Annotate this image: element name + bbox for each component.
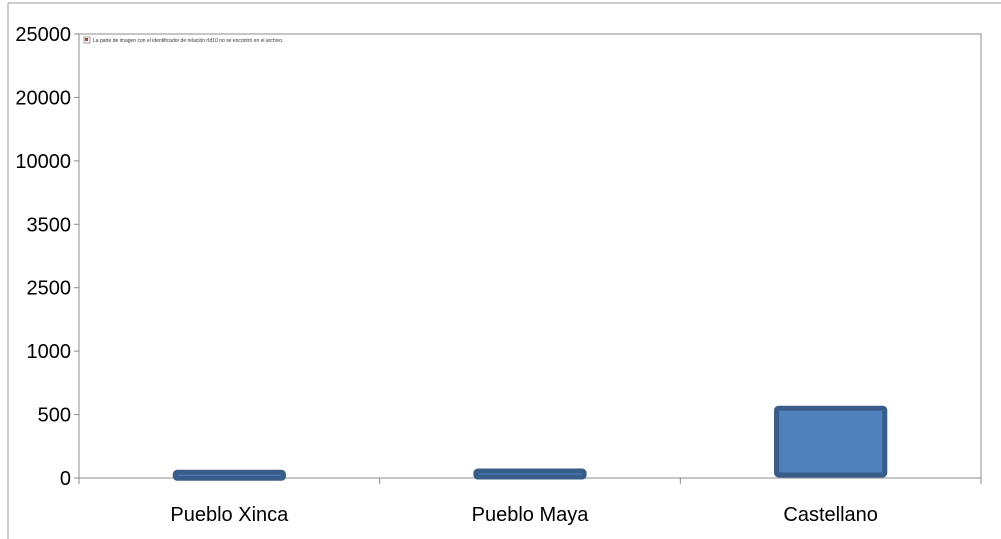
y-tick-label: 500 <box>38 405 71 427</box>
x-tick-label: Pueblo Maya <box>472 504 590 526</box>
y-tick-label: 2500 <box>27 278 72 300</box>
y-tick-label: 3500 <box>27 214 72 236</box>
y-tick-label: 25000 <box>15 24 71 46</box>
missing-image-note: La parte de imagen con el identificador … <box>93 38 283 44</box>
bar-series <box>172 405 888 481</box>
y-tick-label: 20000 <box>15 87 71 109</box>
y-axis: 0 500 1000 2500 3500 10000 20000 25000 <box>15 24 79 490</box>
x-tick-label: Castellano <box>783 504 878 526</box>
x-axis: Pueblo Xinca Pueblo Maya Castellano <box>78 478 982 526</box>
y-tick-label: 10000 <box>15 151 71 173</box>
bar-pueblo-maya <box>473 468 587 480</box>
bar-castellano <box>774 405 888 478</box>
bar-pueblo-xinca <box>172 469 286 481</box>
missing-image-placeholder: La parte de imagen con el identificador … <box>83 36 283 44</box>
y-tick-label: 1000 <box>27 341 72 363</box>
broken-image-icon-mark <box>85 38 88 41</box>
x-tick-label: Pueblo Xinca <box>170 504 289 526</box>
y-tick-label: 0 <box>60 468 71 490</box>
